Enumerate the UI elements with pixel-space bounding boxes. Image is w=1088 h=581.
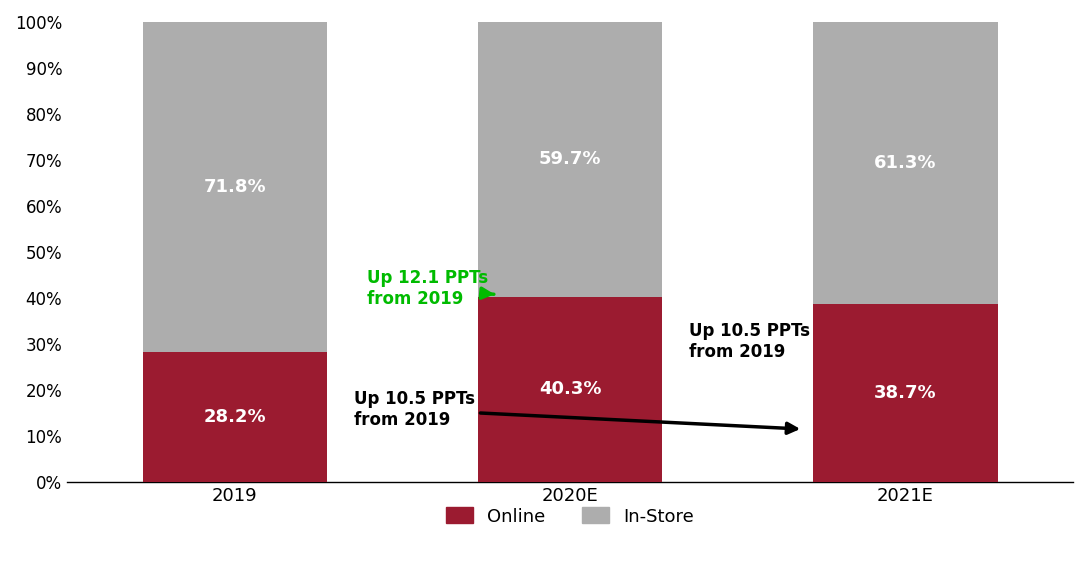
Bar: [143, 352, 327, 482]
Bar: [478, 22, 663, 297]
Text: Up 10.5 PPTs
from 2019: Up 10.5 PPTs from 2019: [354, 390, 796, 433]
Text: 61.3%: 61.3%: [874, 154, 937, 172]
Bar: [143, 22, 327, 352]
Text: 59.7%: 59.7%: [539, 150, 602, 168]
Text: Up 10.5 PPTs
from 2019: Up 10.5 PPTs from 2019: [689, 322, 811, 361]
Text: 28.2%: 28.2%: [203, 408, 267, 426]
Text: 38.7%: 38.7%: [874, 384, 937, 402]
Bar: [813, 304, 998, 482]
Bar: [813, 22, 998, 304]
Text: 40.3%: 40.3%: [539, 381, 602, 399]
Text: 71.8%: 71.8%: [203, 178, 267, 196]
Text: Up 12.1 PPTs
from 2019: Up 12.1 PPTs from 2019: [368, 270, 494, 308]
Legend: Online, In-Store: Online, In-Store: [438, 500, 702, 533]
Bar: [478, 297, 663, 482]
